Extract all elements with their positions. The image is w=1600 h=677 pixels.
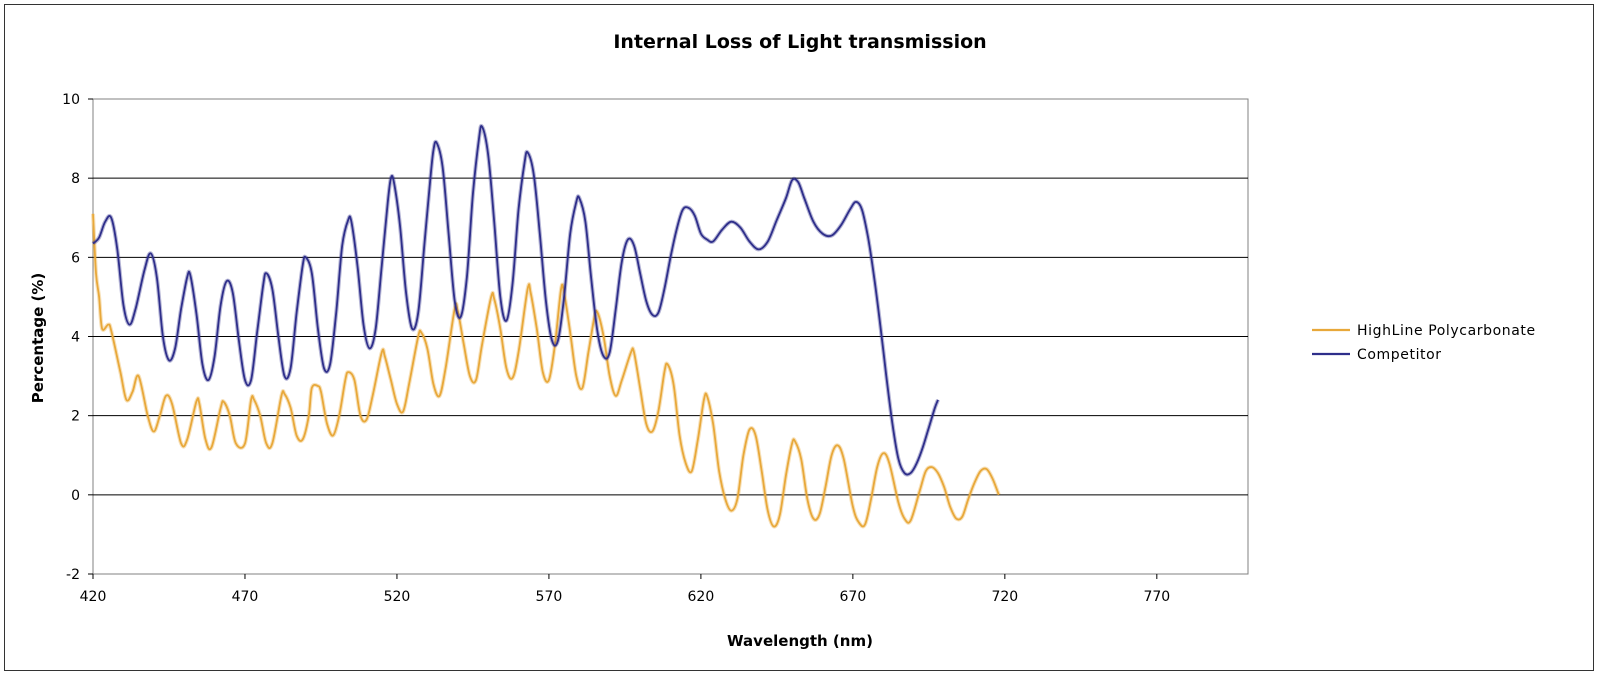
x-tick-label: 520 [384, 589, 411, 605]
legend: HighLine Polycarbonate Competitor [1312, 323, 1536, 363]
x-tick-label: 470 [232, 589, 259, 605]
legend-label-competitor: Competitor [1357, 347, 1442, 363]
x-axis-title: Wavelength (nm) [727, 632, 873, 650]
y-tick-label: 2 [71, 409, 80, 425]
x-tick-label: 770 [1143, 589, 1170, 605]
y-tick-label: 10 [62, 92, 80, 108]
y-tick-label: -2 [66, 567, 80, 583]
gridlines [93, 177, 1248, 496]
legend-label-highline: HighLine Polycarbonate [1357, 323, 1536, 339]
y-tick-label: 4 [71, 330, 80, 346]
series-lines [91, 123, 1001, 529]
x-tick-label: 570 [536, 589, 563, 605]
y-tick-label: 6 [71, 250, 80, 266]
x-tick-label: 670 [840, 589, 867, 605]
series-line-highline-polycarbonate [92, 213, 1000, 528]
y-axis-title: Percentage (%) [29, 273, 47, 403]
x-axis-ticks: 420 470 520 570 620 670 720 770 [80, 574, 1170, 605]
x-tick-label: 420 [80, 589, 107, 605]
y-axis-ticks: -2 0 2 4 6 8 10 [62, 92, 93, 583]
x-tick-label: 620 [688, 589, 715, 605]
series-line-competitor [92, 124, 939, 476]
chart-title: Internal Loss of Light transmission [613, 31, 986, 53]
x-tick-label: 720 [991, 589, 1018, 605]
y-tick-label: 0 [71, 488, 80, 504]
y-tick-label: 8 [71, 171, 80, 187]
